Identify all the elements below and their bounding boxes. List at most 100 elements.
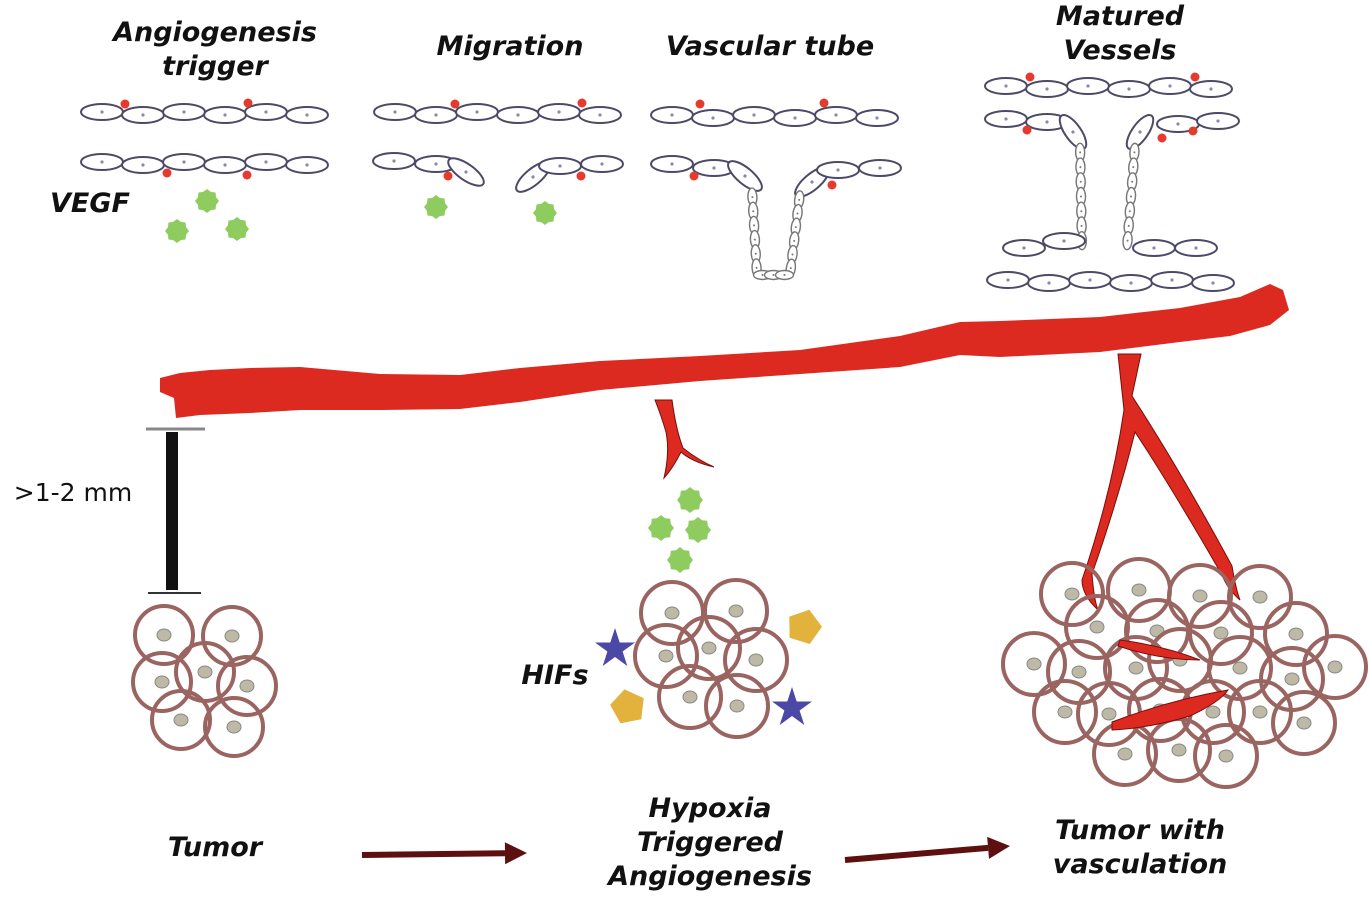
endothelial-cell	[538, 157, 582, 175]
vegf-molecule	[667, 547, 693, 573]
endothelial-cell	[373, 103, 417, 121]
main-vessel-body	[160, 284, 1289, 418]
tumor-cell	[1227, 679, 1293, 745]
sprout-cell	[1075, 186, 1087, 207]
hif-star-icon	[772, 687, 812, 725]
tumor-cell	[1167, 563, 1233, 629]
tumor-cell	[216, 655, 278, 717]
tumor-cell	[639, 580, 705, 646]
tumor-cell	[1227, 564, 1293, 630]
flow-label-tumor-with-vasculation: Tumor with vasculation	[1052, 815, 1228, 880]
endothelial-cell	[496, 106, 540, 124]
sprout-cell	[1122, 230, 1133, 251]
vegf-molecule	[685, 517, 711, 543]
intratumor-vessel	[1117, 639, 1201, 661]
tumor-cell	[133, 604, 195, 666]
endothelial-cell	[1196, 112, 1240, 130]
stage-label-vascular-tube: Vascular tube	[665, 31, 875, 62]
endothelial-cell	[244, 103, 288, 121]
vegf-molecule	[648, 515, 674, 541]
endothelial-cell	[814, 106, 858, 124]
endothelial-cell	[1027, 274, 1071, 292]
endothelial-cell	[858, 159, 902, 177]
endothelial-cell	[580, 155, 624, 173]
pentagon-molecule-icon	[610, 689, 644, 724]
endothelial-cell	[203, 156, 247, 174]
endothelial-cell	[1132, 239, 1176, 257]
sprout-cell	[748, 201, 759, 221]
pericyte-dot	[1022, 125, 1032, 135]
endothelial-cell	[732, 106, 776, 124]
endothelial-cell	[1107, 80, 1151, 98]
tumor-cell	[704, 673, 770, 739]
tumor-cell	[131, 651, 193, 713]
endothelial-cell	[1002, 239, 1046, 257]
endothelial-cell	[162, 103, 206, 121]
tumor-cell	[633, 623, 699, 689]
markers	[146, 427, 822, 725]
endothelial-cell	[1058, 113, 1088, 151]
sprout-cell	[774, 269, 795, 281]
hif-star-icon	[595, 628, 635, 666]
intratumor-vessel	[1111, 689, 1230, 731]
endothelial-cell	[1150, 271, 1194, 289]
endothelial-cell	[1025, 80, 1069, 98]
tumor-cell	[1001, 631, 1067, 697]
pericyte-dot	[450, 99, 460, 109]
endothelial-cell	[285, 106, 329, 124]
endothelial-cell	[1156, 115, 1200, 133]
endothelial-vessel-rows	[80, 72, 1240, 292]
endothelial-cell	[537, 103, 581, 121]
pericyte-dot	[827, 180, 837, 190]
pericyte-dot	[1190, 72, 1200, 82]
endothelial-cell	[578, 106, 622, 124]
endothelial-cell	[80, 153, 124, 171]
tumor-cell	[1302, 634, 1368, 700]
stage-label-matured-vessels: Matured Vessels	[1055, 1, 1185, 66]
endothelial-cell	[1148, 77, 1192, 95]
tumor-cell	[1188, 600, 1254, 666]
endothelial-cell	[773, 109, 817, 127]
tumor-cell	[150, 689, 212, 751]
endothelial-cell	[984, 110, 1028, 128]
vegf-molecule	[424, 195, 448, 219]
endothelial-cell	[285, 156, 329, 174]
pericyte-dot	[443, 171, 453, 181]
stage-label-angiogenesis-trigger: Angiogenesis trigger	[113, 17, 317, 82]
flow-arrows	[361, 836, 1010, 865]
tumor-cell	[1106, 557, 1172, 623]
endothelial-cell	[372, 152, 416, 170]
tumor-cell	[203, 696, 265, 758]
main-vessel-branch	[1081, 353, 1241, 611]
endothelial-cell	[121, 106, 165, 124]
tumor-cell	[1271, 690, 1337, 756]
endothelial-cell	[650, 155, 694, 173]
endothelial-cell	[414, 106, 458, 124]
endothelial-cell	[855, 109, 899, 127]
endothelial-cell	[455, 103, 499, 121]
endothelial-cell	[1109, 274, 1153, 292]
sprouting-branch	[654, 399, 715, 480]
tumor-cell	[723, 627, 789, 693]
tumor-cell	[1039, 561, 1105, 627]
pericyte-dot	[120, 99, 130, 109]
endothelial-cell	[121, 156, 165, 174]
distance-label: >1-2 mm	[13, 478, 133, 507]
vegf-molecule	[533, 201, 557, 225]
stage-label-migration: Migration	[436, 31, 584, 62]
endothelial-cell	[691, 109, 735, 127]
vegf-molecule	[195, 189, 219, 213]
endothelial-cell	[162, 153, 206, 171]
pericyte-dot	[577, 98, 587, 108]
pericyte-dot	[1157, 133, 1167, 143]
scale-bar	[166, 432, 178, 590]
tumor-cell	[676, 615, 742, 681]
flow-label-hypoxia-angiogenesis: Hypoxia Triggered Angiogenesis	[608, 793, 812, 892]
pericyte-dot	[689, 171, 699, 181]
endothelial-cell	[984, 77, 1028, 95]
pericyte-dot	[162, 168, 172, 178]
pericyte-dot	[1025, 72, 1035, 82]
pericyte-dot	[1188, 126, 1198, 136]
